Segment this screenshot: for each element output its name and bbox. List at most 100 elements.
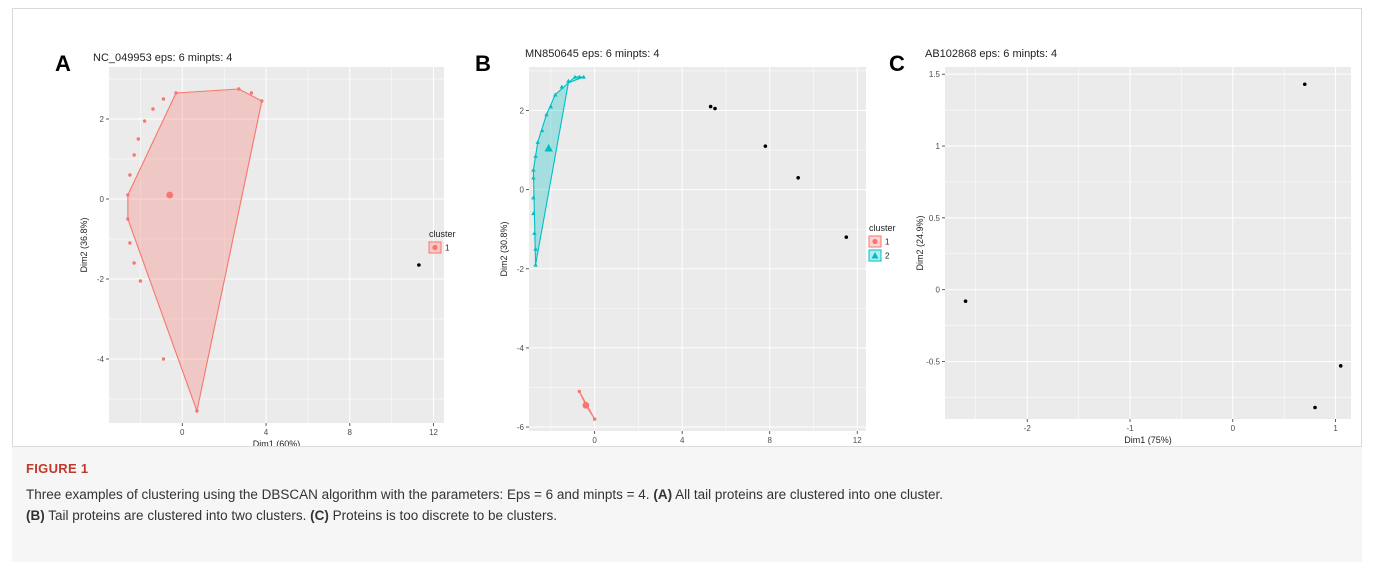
legend-marker [432,244,438,251]
y-axis-label: Dim2 (36.8%) [79,217,89,272]
panel-b-title: MN850645 eps: 6 minpts: 4 [525,48,660,60]
y-tick-label: 1 [936,142,941,151]
cluster-point [559,84,565,89]
cluster-point [132,153,136,157]
cluster-point [533,153,538,158]
caption-intro: Three examples of clustering using the D… [26,487,650,502]
cluster-point [126,217,130,221]
panel-letter-b: B [475,51,491,76]
cluster-point [539,128,545,133]
y-tick-label: 0 [936,286,941,295]
cluster-point [531,195,536,200]
cluster-point [581,74,586,79]
plot-background [529,67,866,431]
cluster-point [237,87,241,91]
panel-c-title: AB102868 eps: 6 minpts: 4 [925,48,1057,60]
cluster-point [592,417,597,421]
x-tick-label: 0 [1231,424,1236,433]
cluster-point [548,104,554,109]
cluster-point [533,262,538,267]
legend-label: 1 [885,238,890,247]
cluster-point [174,91,178,95]
legend-label: 2 [885,252,890,261]
x-tick-label: 0 [180,428,185,437]
cluster-center [544,143,553,152]
cluster-point [572,74,578,79]
y-tick-label: -6 [517,423,525,432]
cluster-point [531,211,536,216]
noise-point [763,144,768,148]
x-tick-label: 4 [264,428,269,437]
cluster-point [128,173,132,177]
figure-plots: A NC_049953 eps: 6 minpts: 4 0 4 8 12-4-202… [55,48,1351,447]
cluster-point [577,74,582,79]
caption-part-c: Proteins is too discrete to be clusters. [332,508,558,523]
figure-caption: FIGURE 1 Three examples of clustering us… [12,446,1362,562]
cluster-point [260,99,264,103]
noise-point [417,263,421,267]
cluster-point [138,279,143,283]
cluster-point [533,246,538,251]
caption-tag-a: (A) [653,487,673,502]
panel-b: B MN850645 eps: 6 minpts: 4 0 4 8 12-6-4-20… [475,48,896,445]
x-tick-label: 4 [680,436,685,445]
x-tick-label: 8 [767,436,772,445]
figure-label: FIGURE 1 [26,461,89,476]
cluster-center [166,191,174,199]
x-tick-label: 12 [429,428,438,437]
caption-part-a: All tail proteins are clustered into one… [675,487,943,502]
x-tick-label: 12 [853,436,862,445]
cluster-point [535,139,540,144]
cluster-point [249,91,254,95]
y-tick-label: 1.5 [929,70,941,79]
panel-a-title: NC_049953 eps: 6 minpts: 4 [93,52,232,64]
y-tick-label: 0 [100,195,105,204]
cluster-point [532,230,537,235]
cluster-point [531,175,536,180]
panel-c-plot: -2 -1 0 1 -0.5 0 0.5 1 1.5 Dim1 (75%) Dim2 (24.9%) [915,67,1351,445]
panel-letter-a: A [55,51,71,76]
cluster-point [553,92,558,97]
y-tick-label: -2 [97,275,105,284]
noise-point [713,106,717,111]
noise-point [708,104,713,109]
legend-label: 1 [445,244,450,253]
y-tick-label: 0 [520,186,525,195]
cluster-point [151,107,155,111]
cluster-point [566,78,571,83]
panel-a: A NC_049953 eps: 6 minpts: 4 0 4 8 12 -4 -2 0 2… [55,51,456,447]
x-axis-label: Dim1 (75%) [1124,435,1172,445]
x-tick-label: -2 [1024,424,1032,433]
cluster-point [195,409,199,413]
cluster-point [136,137,141,141]
noise-point [796,175,800,180]
noise-point [1338,364,1343,368]
y-tick-label: -4 [517,344,525,353]
cluster-point [577,389,582,394]
panel-c: C AB102868 eps: 6 minpts: 4 -2 -1 0 1 -0.5 0 0… [889,48,1351,445]
legend-marker [871,252,879,259]
y-tick-label: 2 [100,115,105,124]
cluster-center [582,401,590,409]
cluster-point [142,119,147,123]
y-axis-label: Dim2 (30.8%) [499,221,509,276]
cluster-point [161,97,166,101]
y-tick-label: -0.5 [926,358,940,367]
cluster-point [128,241,132,245]
y-tick-label: 0.5 [929,214,941,223]
y-tick-label: -2 [517,265,525,274]
figure-frame: A NC_049953 eps: 6 minpts: 4 0 4 8 12 -4 -2 0 2… [12,8,1362,447]
cluster-point [544,112,549,117]
y-axis-label: Dim2 (24.9%) [915,215,925,270]
x-tick-label: 1 [1333,424,1338,433]
y-tick-label: 2 [520,107,525,116]
caption-text: Three examples of clustering using the D… [26,484,1348,526]
legend-marker [872,238,878,245]
x-tick-label: 0 [592,436,597,445]
plot-background [945,67,1351,419]
cluster-point [531,167,536,172]
legend-title: cluster [869,223,896,233]
caption-tag-c: (C) [310,508,329,523]
noise-point [844,235,849,239]
